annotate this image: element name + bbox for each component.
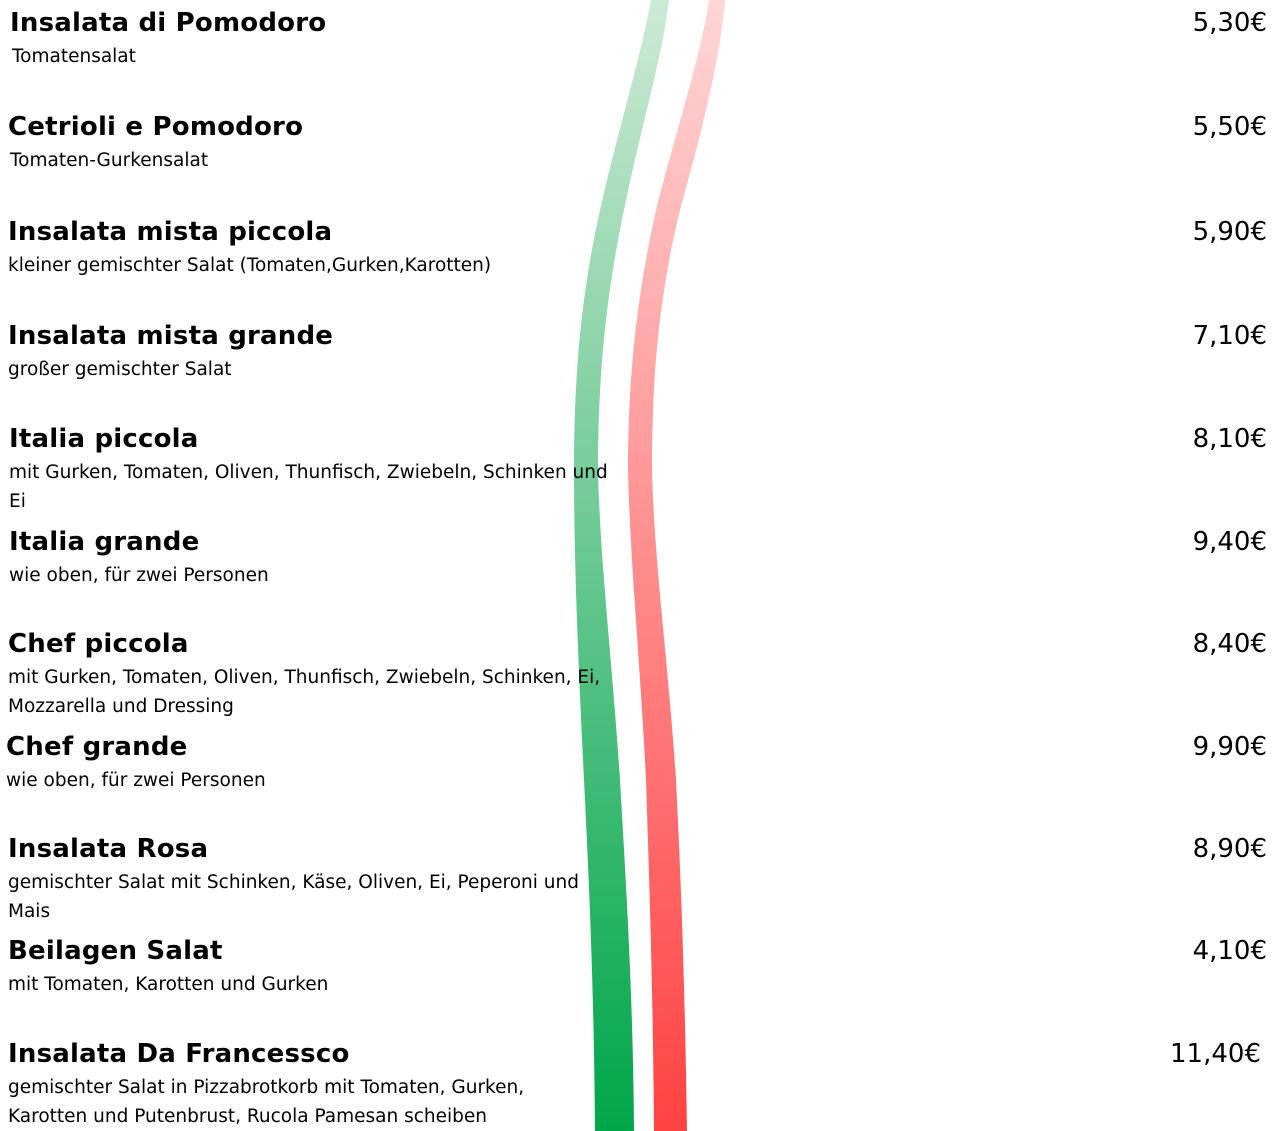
item-price: 5,90€ <box>1192 217 1267 247</box>
item-price: 4,10€ <box>1192 936 1267 966</box>
item-price: 9,90€ <box>1192 732 1267 762</box>
item-price: 11,40€ <box>1170 1039 1261 1069</box>
item-description: wie oben, für zwei Personen <box>6 770 266 791</box>
red-stripe <box>628 0 725 1131</box>
item-description: kleiner gemischter Salat (Tomaten,Gurken… <box>8 255 492 276</box>
item-name: Insalata Da Francessco <box>8 1039 350 1069</box>
item-description: gemischter Salat mit Schinken, Käse, Oli… <box>8 872 579 922</box>
item-price: 9,40€ <box>1192 527 1267 557</box>
item-description: gemischter Salat in Pizzabrotkorb mit To… <box>8 1077 525 1127</box>
item-name: Beilagen Salat <box>8 936 223 966</box>
item-price: 8,90€ <box>1192 834 1267 864</box>
item-description: mit Tomaten, Karotten und Gurken <box>8 974 329 995</box>
item-description: Tomatensalat <box>12 46 136 67</box>
item-description: Tomaten-Gurkensalat <box>10 150 209 171</box>
item-name: Chef piccola <box>8 629 189 659</box>
item-description: mit Gurken, Tomaten, Oliven, Thunfisch, … <box>9 462 608 512</box>
item-price: 8,10€ <box>1192 424 1267 454</box>
item-description: wie oben, für zwei Personen <box>9 565 269 586</box>
item-name: Italia grande <box>9 527 200 557</box>
item-price: 5,30€ <box>1192 8 1267 38</box>
item-name: Insalata mista grande <box>8 321 334 351</box>
item-name: Insalata mista piccola <box>8 217 333 247</box>
item-price: 5,50€ <box>1192 112 1267 142</box>
item-name: Italia piccola <box>9 424 199 454</box>
item-name: Insalata di Pomodoro <box>10 8 327 38</box>
item-name: Insalata Rosa <box>8 834 209 864</box>
item-price: 7,10€ <box>1192 321 1267 351</box>
item-description: großer gemischter Salat <box>8 359 232 380</box>
item-name: Chef grande <box>6 732 188 762</box>
item-price: 8,40€ <box>1192 629 1267 659</box>
item-name: Cetrioli e Pomodoro <box>8 112 304 142</box>
item-description: mit Gurken, Tomaten, Oliven, Thunfisch, … <box>8 667 601 717</box>
